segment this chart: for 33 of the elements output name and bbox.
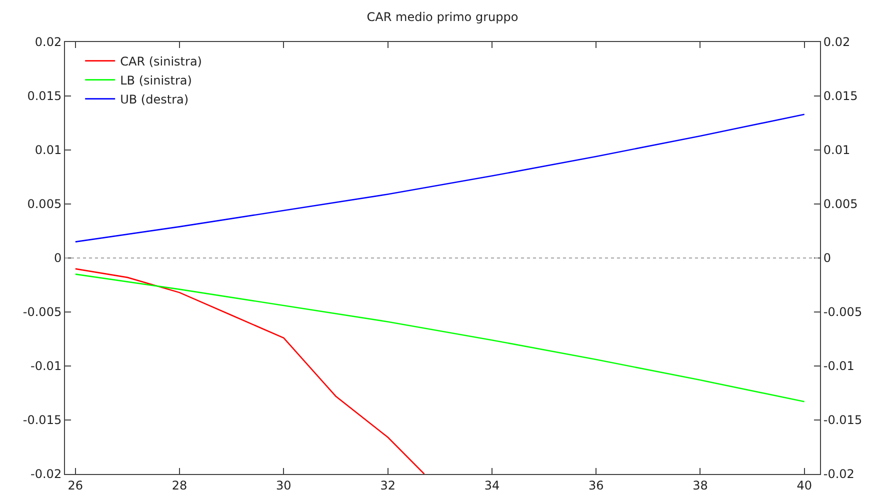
y-tick-label: -0.02: [30, 467, 62, 482]
y-tick-label: 0.015: [27, 89, 62, 104]
y-tick-label: -0.015: [22, 413, 62, 428]
line-series: [74, 268, 425, 474]
y2-tick-label: -0.005: [823, 305, 862, 320]
legend-label: UB (destra): [120, 92, 189, 106]
y2-tick-label: -0.02: [823, 467, 854, 482]
legend-label: CAR (sinistra): [120, 54, 202, 68]
x-tick-label: 40: [796, 478, 812, 492]
y2-tick-label: 0.005: [823, 197, 858, 212]
y2-tick-label: 0.015: [823, 89, 858, 104]
y2-tick-label: -0.01: [823, 359, 854, 374]
x-tick-label: 34: [484, 478, 500, 492]
x-tick-label: 36: [588, 478, 604, 492]
y-tick-label: -0.01: [30, 359, 62, 374]
y-tick-label: 0.02: [34, 35, 62, 50]
chart-title: CAR medio primo gruppo: [366, 10, 518, 24]
x-tick-label: 26: [68, 478, 84, 492]
y-tick-label: 0.01: [34, 143, 62, 158]
y2-tick-label: -0.015: [823, 413, 862, 428]
y2-tick-label: 0: [823, 251, 832, 266]
x-tick-label: 32: [380, 478, 396, 492]
y2-tick-label: 0.01: [823, 143, 850, 158]
y-tick-label: 0.005: [27, 197, 62, 212]
x-tick-label: 38: [692, 478, 708, 492]
y-tick-label: -0.005: [22, 305, 62, 320]
y2-tick-label: 0.02: [823, 35, 850, 50]
legend-label: LB (sinistra): [120, 74, 192, 88]
line-series: [74, 274, 806, 402]
x-tick-label: 30: [276, 478, 292, 492]
x-tick-label: 28: [172, 478, 188, 492]
y-tick-label: 0: [54, 251, 62, 266]
line-series: [74, 114, 806, 242]
